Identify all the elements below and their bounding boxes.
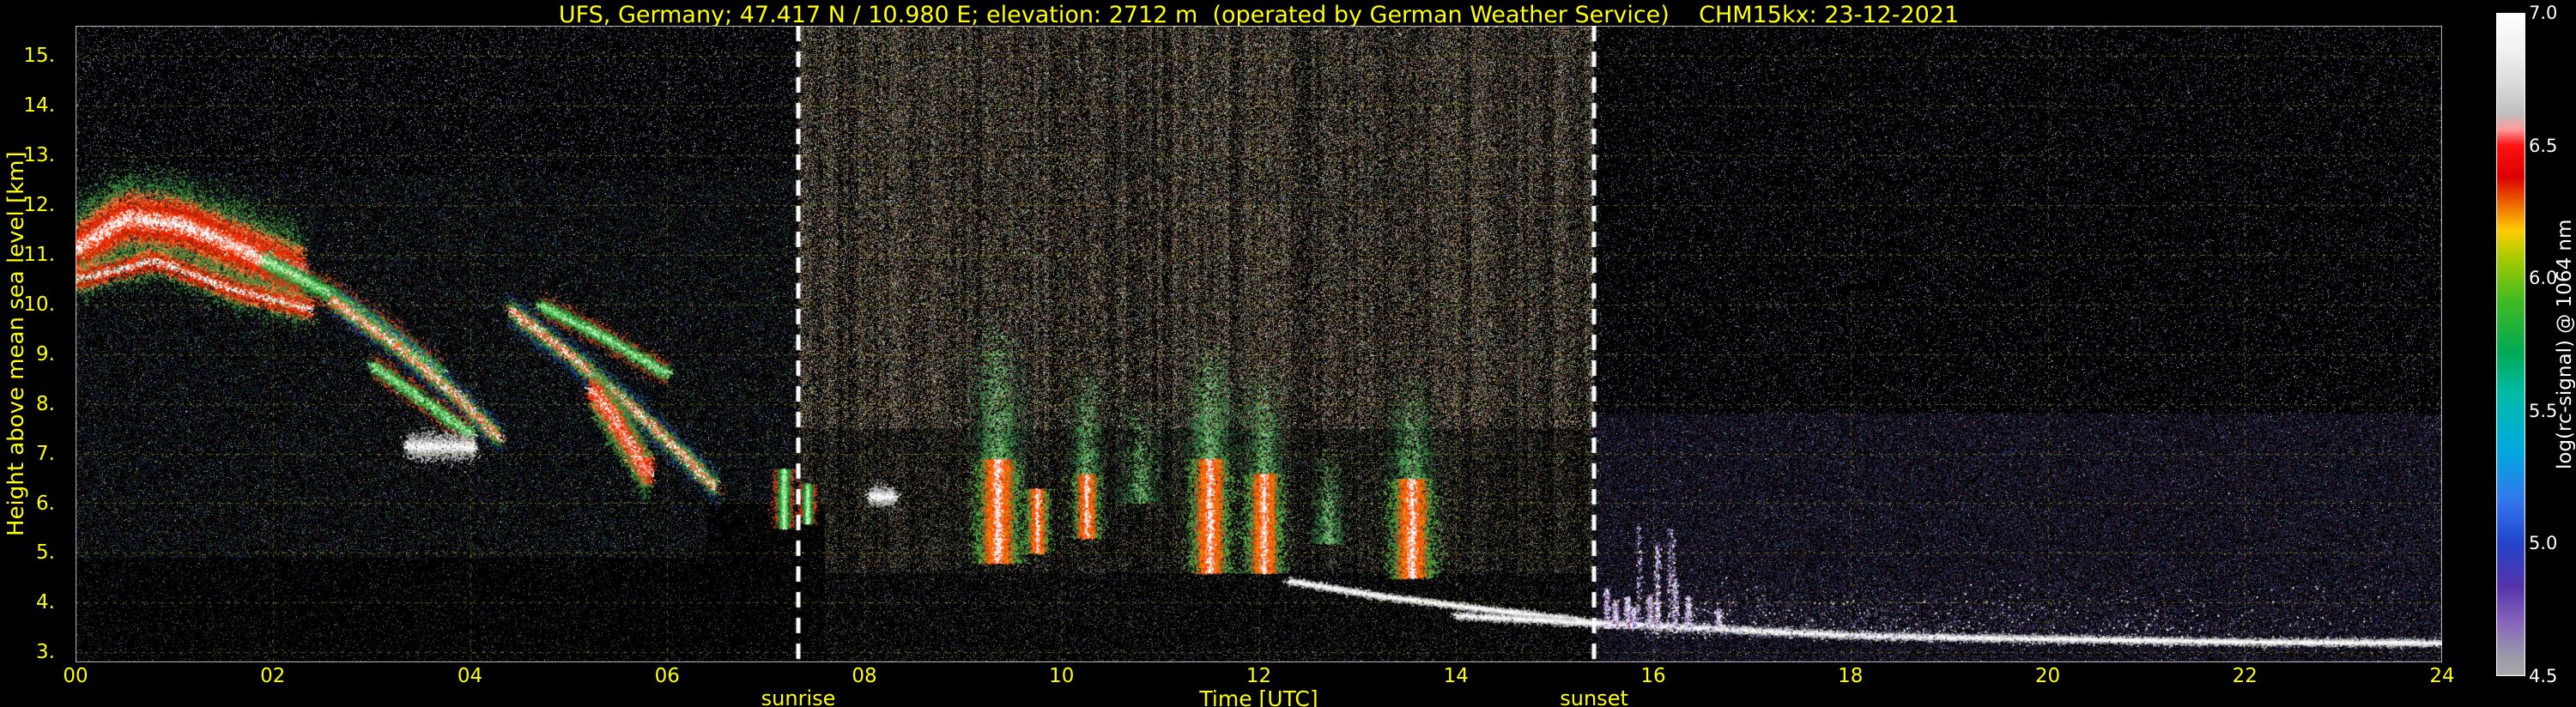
y-tick-label: 5.: [36, 541, 55, 565]
y-tick-label: 6.: [36, 492, 55, 515]
sunrise-label: sunrise: [761, 686, 836, 707]
colorbar-label: log(rc-signal) @ 1064 nm: [2554, 219, 2576, 470]
y-tick-label: 13.: [23, 143, 55, 166]
colorbar-tick-label: 5.5: [2529, 400, 2558, 421]
x-tick-label: 04: [457, 665, 483, 687]
y-tick-label: 10.: [23, 293, 55, 316]
x-tick-label: 24: [2429, 665, 2455, 687]
y-tick-labels: 15. 14. 13. 12. 11. 10. 9. 8. 7. 6. 5. 4. 3.: [0, 26, 72, 664]
plot-title: UFS, Germany; 47.417 N / 10.980 E; eleva…: [558, 2, 1960, 28]
y-tick-label: 4.: [36, 591, 55, 614]
x-tick-label: 20: [2034, 665, 2061, 687]
colorbar-tick-label: 6.0: [2529, 268, 2558, 289]
y-tick-label: 12.: [23, 193, 55, 216]
x-tick-label: 18: [1838, 665, 1864, 687]
x-tick-label: 02: [260, 665, 286, 687]
x-tick-label: 12: [1246, 665, 1272, 687]
colorbar-tick-label: 4.5: [2529, 666, 2558, 686]
colorbar: [2496, 13, 2525, 676]
x-tick-label: 06: [654, 665, 680, 687]
y-tick-label: 9.: [36, 342, 55, 366]
y-tick-label: 15.: [23, 44, 55, 67]
colorbar-tick-label: 7.0: [2529, 3, 2558, 23]
x-tick-labels: 00 02 04 06 08 10 12 14 16 18 20 22 24: [63, 665, 2454, 687]
y-tick-label: 7.: [36, 442, 55, 465]
plot-canvas: [76, 26, 2442, 662]
x-tick-label: 10: [1049, 665, 1075, 687]
y-tick-label: 14.: [23, 94, 55, 117]
x-tick-label: 00: [63, 665, 88, 687]
colorbar-tick-label: 6.5: [2529, 135, 2558, 156]
sunset-label: sunset: [1560, 686, 1628, 707]
x-tick-label: 16: [1640, 665, 1666, 687]
x-tick-label: 22: [2232, 665, 2258, 687]
x-axis-label: Time [UTC]: [1199, 686, 1318, 707]
colorbar-tick-label: 5.0: [2529, 533, 2558, 554]
x-tick-label: 08: [852, 665, 877, 687]
x-tick-label: 14: [1443, 665, 1469, 687]
y-tick-label: 11.: [23, 243, 55, 266]
colorbar-tick-labels: 7.0 6.5 6.0 5.5 5.0 4.5: [2529, 3, 2563, 686]
y-tick-label: 3.: [36, 641, 55, 664]
y-tick-label: 8.: [36, 392, 55, 415]
